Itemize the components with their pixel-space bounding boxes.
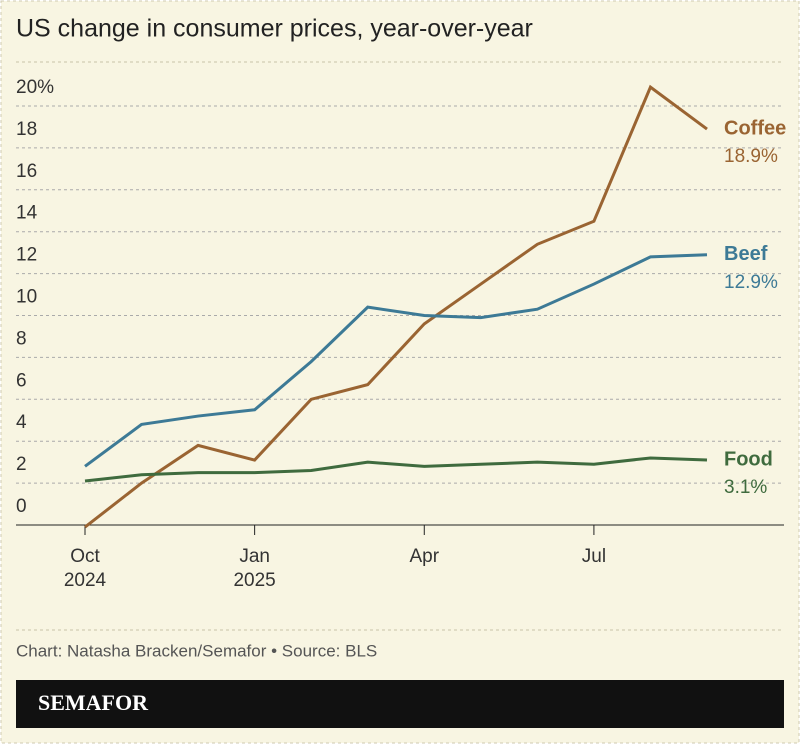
series-label: Food bbox=[724, 448, 773, 470]
y-tick-label: 12 bbox=[16, 245, 37, 266]
y-tick-label: 4 bbox=[16, 412, 27, 433]
series-label: Beef bbox=[724, 243, 768, 265]
y-tick-label: 2 bbox=[16, 454, 27, 475]
line bbox=[84, 253, 708, 468]
x-tick-label: Apr bbox=[409, 546, 439, 567]
series-label: Coffee bbox=[724, 117, 786, 139]
y-tick-label: 10 bbox=[16, 287, 37, 308]
x-tick-label: Jan 2025 bbox=[233, 546, 275, 591]
chart-title: US change in consumer prices, year-over-… bbox=[16, 15, 533, 43]
y-tick-label: 14 bbox=[16, 203, 38, 224]
line bbox=[84, 84, 708, 529]
end-value-label: 18.9% bbox=[724, 146, 778, 167]
x-tick-label: Jul bbox=[582, 546, 606, 567]
y-tick-label: 0 bbox=[16, 496, 27, 517]
footer: Chart: Natasha Bracken/Semafor • Source:… bbox=[16, 641, 377, 660]
y-tick-label: 20% bbox=[16, 77, 54, 98]
y-tick-label: 8 bbox=[16, 328, 27, 349]
y-tick-label: 18 bbox=[16, 119, 37, 140]
y-tick-label: 16 bbox=[16, 161, 37, 182]
end-value-label: 3.1% bbox=[724, 477, 767, 498]
x-tick-label: Oct 2024 bbox=[64, 546, 107, 591]
line bbox=[84, 456, 708, 483]
brand: SEMAFOR bbox=[38, 690, 149, 715]
end-value-label: 12.9% bbox=[724, 272, 778, 293]
brand-bar bbox=[16, 680, 784, 728]
y-tick-label: 6 bbox=[16, 370, 27, 391]
